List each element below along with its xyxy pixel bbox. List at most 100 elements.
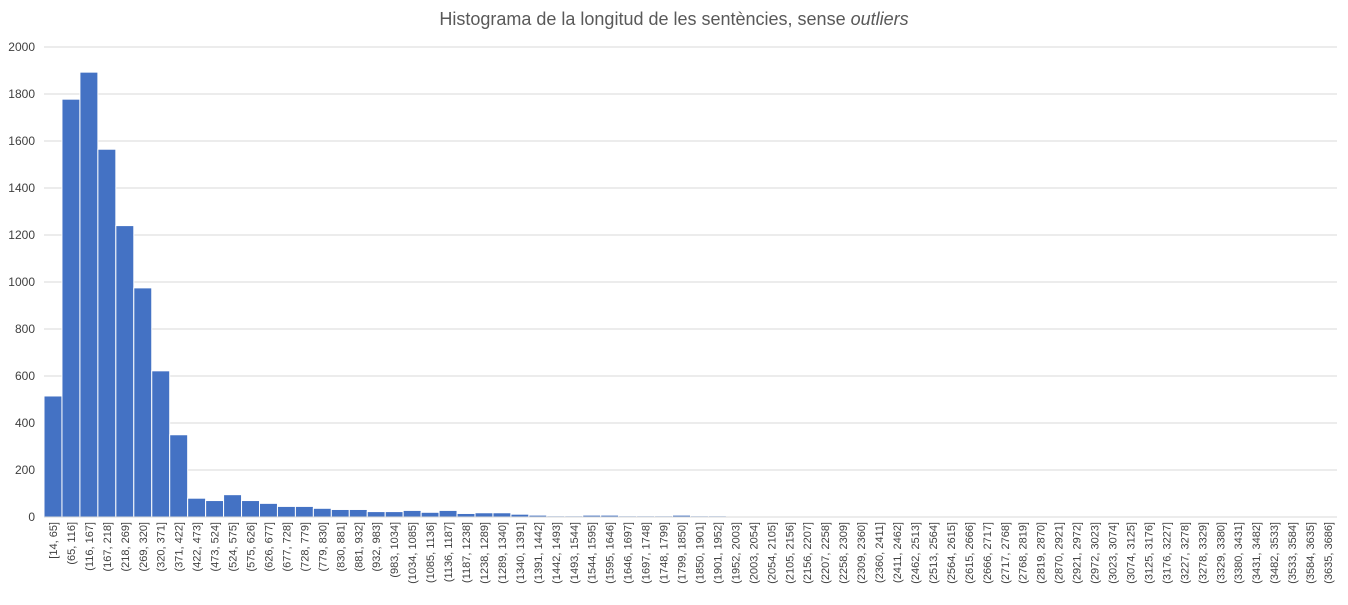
x-tick-label: (1595, 1646]: [605, 522, 617, 584]
histogram-bar: [420, 511, 440, 518]
histogram-bar: [205, 500, 225, 518]
gridlines: [44, 46, 1337, 471]
x-tick-label: (2972, 3023]: [1090, 522, 1102, 584]
x-tick-label: (1646, 1697]: [623, 522, 635, 584]
histogram-bar: [294, 505, 314, 518]
x-tick-label: (3431, 3482]: [1251, 522, 1263, 584]
histogram-bar: [241, 500, 261, 518]
x-tick-label: (2054, 2105]: [766, 522, 778, 584]
histogram-bar: [169, 434, 189, 518]
x-tick-label: (779, 830]: [317, 522, 329, 572]
x-tick-label: (1238, 1289]: [479, 522, 491, 584]
x-tick-label: (2870, 2921]: [1054, 522, 1066, 584]
x-tick-label: (3176, 3227]: [1161, 522, 1173, 584]
x-tick-label: (2309, 2360]: [856, 522, 868, 584]
y-tick-label: 400: [15, 416, 35, 430]
x-tick-label: (1544, 1595]: [587, 522, 599, 584]
y-tick-label: 200: [15, 463, 35, 477]
x-tick-label: (3278, 3329]: [1197, 522, 1209, 584]
x-tick-label: [14, 65]: [48, 522, 60, 559]
chart-title-text: Histograma de la longitud de les sentènc…: [439, 9, 845, 29]
x-tick-label: (2003, 2054]: [748, 522, 760, 584]
histogram-bar: [474, 512, 494, 518]
histogram-bar: [151, 370, 171, 518]
x-tick-label: (3380, 3431]: [1233, 522, 1245, 584]
histogram-bar: [115, 225, 135, 518]
chart-title-emphasis: outliers: [851, 9, 909, 29]
histogram-bar: [43, 395, 63, 518]
x-axis-ticks: [14, 65] (65, 116] (116, 167] (167, 218] (21…: [48, 522, 1335, 584]
x-tick-label: (932, 983]: [371, 522, 383, 572]
histogram-bar: [97, 148, 117, 518]
y-tick-label: 800: [15, 322, 35, 336]
x-tick-label: (473, 524]: [210, 522, 222, 572]
x-tick-label: (218, 269]: [120, 522, 132, 572]
x-tick-label: (2819, 2870]: [1036, 522, 1048, 584]
x-tick-label: (1799, 1850]: [677, 522, 689, 584]
x-tick-label: (3482, 3533]: [1269, 522, 1281, 584]
x-tick-label: (881, 932]: [353, 522, 365, 572]
y-tick-label: 2000: [8, 40, 35, 54]
histogram-bar: [187, 497, 207, 518]
x-tick-label: (575, 626]: [246, 522, 258, 572]
x-tick-label: (269, 320]: [138, 522, 150, 572]
x-tick-label: (3074, 3125]: [1125, 522, 1137, 584]
histogram-bar: [61, 98, 81, 518]
x-tick-label: (1493, 1544]: [569, 522, 581, 584]
x-tick-label: (2207, 2258]: [820, 522, 832, 584]
y-tick-label: 1200: [8, 228, 35, 242]
x-tick-label: (983, 1034]: [389, 522, 401, 578]
histogram-bar: [259, 502, 278, 518]
histogram-bar: [79, 71, 99, 518]
x-tick-label: (422, 473]: [192, 522, 204, 572]
bars: [43, 71, 961, 518]
x-tick-label: (371, 422]: [174, 522, 186, 572]
histogram-bar: [366, 511, 386, 518]
x-tick-label: (1187, 1238]: [461, 522, 473, 583]
x-tick-label: (2666, 2717]: [982, 522, 994, 584]
y-tick-label: 1000: [8, 275, 35, 289]
x-tick-label: (1340, 1391]: [515, 522, 527, 584]
histogram-bar: [312, 507, 332, 518]
y-tick-label: 1600: [8, 134, 35, 148]
y-tick-label: 600: [15, 369, 35, 383]
x-tick-label: (320, 371]: [156, 522, 168, 572]
x-tick-label: (2105, 2156]: [784, 522, 796, 584]
x-tick-label: (1391, 1442]: [533, 522, 545, 584]
x-tick-label: (1850, 1901]: [694, 522, 706, 584]
x-tick-label: (1085, 1136]: [425, 522, 437, 583]
x-tick-label: (116, 167]: [84, 522, 96, 571]
x-tick-label: (2258, 2309]: [838, 522, 850, 584]
x-tick-label: (2564, 2615]: [946, 522, 958, 584]
histogram-bar: [276, 505, 296, 518]
histogram-bar: [384, 511, 404, 518]
x-tick-label: (524, 575]: [228, 522, 240, 572]
x-tick-label: (1442, 1493]: [551, 522, 563, 584]
histogram-bar: [492, 512, 512, 518]
y-tick-label: 1400: [8, 181, 35, 195]
x-tick-label: (1136, 1187]: [443, 522, 455, 582]
histogram-bar: [223, 494, 243, 518]
x-tick-label: (2411, 2462]: [892, 522, 904, 583]
x-tick-label: (1289, 1340]: [497, 522, 509, 584]
x-tick-label: (1952, 2003]: [730, 522, 742, 584]
x-tick-label: (3227, 3278]: [1179, 522, 1191, 584]
y-axis-ticks: 0 200 400 600 800 1000 1200 1400 1600 1800 2000: [8, 40, 35, 524]
x-tick-label: (3125, 3176]: [1143, 522, 1155, 584]
x-tick-label: (2462, 2513]: [910, 522, 922, 584]
x-tick-label: (167, 218]: [102, 522, 114, 572]
x-tick-label: (2513, 2564]: [928, 522, 940, 584]
x-tick-label: (3023, 3074]: [1108, 522, 1120, 584]
x-tick-label: (1901, 1952]: [712, 522, 724, 584]
x-tick-label: (830, 881]: [335, 522, 347, 572]
x-tick-label: (728, 779]: [299, 522, 311, 572]
x-tick-label: (3635, 3686]: [1323, 522, 1335, 584]
x-tick-label: (2615, 2666]: [964, 522, 976, 584]
x-tick-label: (3584, 3635]: [1305, 522, 1317, 584]
chart-title: Histograma de la longitud de les sentènc…: [439, 9, 908, 29]
histogram-bar: [133, 287, 153, 518]
x-tick-label: (2360, 2411]: [874, 522, 886, 583]
x-tick-label: (626, 677]: [263, 522, 275, 572]
x-tick-label: (1697, 1748]: [641, 522, 653, 584]
